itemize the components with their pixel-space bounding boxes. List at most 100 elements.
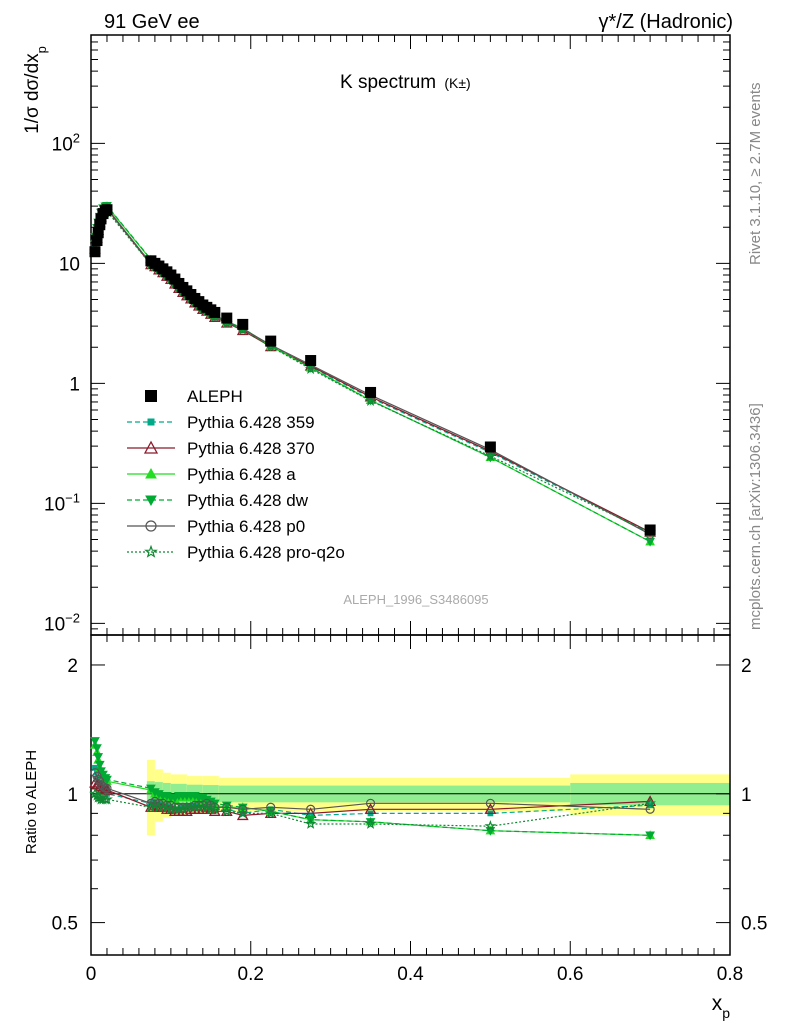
data-point: [304, 817, 317, 829]
ratio-axes: 0.5 0.5 1 1 2 2 0 0.2 0.4 0.6 0.8: [52, 635, 767, 985]
series-line: [94, 210, 651, 534]
spectrum-axes: 10−2 10−1 1 10 102: [44, 34, 731, 636]
rivet-version-label: Rivet 3.1.10, ≥ 2.7M events: [747, 83, 764, 266]
data-point: [144, 544, 158, 558]
data-point: [266, 802, 276, 812]
series-5: [89, 205, 657, 538]
ratio-y-tick-label: 0.5: [52, 914, 78, 935]
y-tick-label: 1: [69, 374, 80, 395]
x-tick-label: 0.4: [397, 964, 424, 985]
legend-label: Pythia 6.428 p0: [187, 517, 305, 536]
data-point: [147, 418, 155, 426]
legend-entry: ALEPH: [145, 387, 243, 406]
series-line: [94, 207, 651, 535]
data-point: [220, 805, 233, 817]
series-0: [92, 206, 654, 537]
legend-label: Pythia 6.428 a: [187, 465, 296, 484]
legend-entry: Pythia 6.428 370: [127, 439, 315, 458]
data-point: [101, 793, 113, 805]
y-tick-exponent: −1: [65, 490, 80, 505]
series-line: [94, 208, 651, 534]
legend-label: Pythia 6.428 pro-q2o: [187, 543, 345, 562]
data-point: [265, 335, 277, 347]
data-point: [484, 441, 496, 453]
analysis-watermark: ALEPH_1996_S3486095: [343, 592, 488, 607]
y-tick-label: 10−2: [44, 610, 80, 635]
data-point: [93, 753, 104, 762]
data-point: [92, 744, 102, 753]
data-point: [644, 797, 657, 809]
data-point: [644, 524, 656, 536]
data-point: [306, 804, 316, 814]
ratio-y-tick-label-right: 0.5: [741, 914, 767, 935]
ratio-y-tick-label-right: 1: [741, 785, 752, 806]
data-point: [264, 807, 277, 819]
data-point: [237, 318, 249, 330]
data-point: [364, 803, 377, 814]
data-point: [94, 760, 105, 770]
data-point: [145, 467, 157, 479]
data-point: [221, 312, 233, 324]
ratio-series-5: [89, 787, 657, 832]
header-energy-label: 91 GeV ee: [104, 11, 200, 33]
x-axis-label: xp: [712, 992, 731, 1021]
data-point: [484, 820, 497, 832]
legend-entry: Pythia 6.428 a: [127, 465, 296, 484]
ratio-panel: 0.5 0.5 1 1 2 2 0 0.2 0.4 0.6 0.8: [52, 634, 767, 985]
data-point: [236, 807, 249, 819]
data-point: [208, 803, 221, 815]
x-tick-label: 0.2: [238, 964, 264, 985]
data-point: [484, 449, 497, 462]
legend-label: ALEPH: [187, 387, 243, 406]
ratio-y-tick-label: 1: [67, 785, 78, 806]
data-point: [484, 803, 497, 814]
series-line: [94, 208, 651, 533]
data-point: [365, 798, 376, 808]
legend-entry: Pythia 6.428 359: [127, 413, 315, 432]
legend-entry: Pythia 6.428 pro-q2o: [127, 543, 345, 562]
data-point: [485, 798, 495, 808]
spectrum-series: [89, 201, 657, 547]
y-tick-exponent: 2: [73, 130, 80, 145]
legend-label: Pythia 6.428 359: [187, 413, 315, 432]
plot-title: K spectrum (K±): [340, 72, 471, 93]
data-point: [305, 355, 317, 367]
data-point: [93, 774, 103, 785]
legend-entry: Pythia 6.428 dw: [127, 491, 309, 510]
data-point: [145, 390, 157, 402]
x-tick-label: 0: [86, 964, 97, 985]
series-4: [90, 203, 655, 539]
y-tick-label: 10: [59, 254, 80, 275]
aleph-data: [89, 204, 656, 536]
data-point: [143, 440, 159, 454]
data-point: [102, 775, 112, 785]
series-2: [90, 201, 655, 546]
y-tick-exponent: −2: [65, 610, 80, 625]
data-point: [304, 362, 317, 375]
data-point: [89, 246, 101, 258]
spectrum-y-axis-label: 1/σ dσ/dxp: [22, 46, 49, 134]
ratio-y-tick-label: 2: [67, 656, 78, 677]
y-tick-label: 10−1: [44, 490, 80, 515]
ratio-series: [89, 737, 657, 841]
data-point: [209, 306, 221, 318]
data-point: [645, 831, 655, 841]
data-point: [102, 783, 112, 793]
data-point: [90, 737, 100, 746]
data-point: [365, 386, 377, 398]
legend: ALEPH Pythia 6.428 359 Pythia 6.428 370 Pyt…: [127, 387, 345, 562]
legend-entry: Pythia 6.428 p0: [127, 517, 305, 536]
data-point: [364, 817, 377, 829]
series-1: [89, 202, 657, 537]
legend-label: Pythia 6.428 dw: [187, 491, 309, 510]
data-point: [177, 803, 189, 815]
data-point: [101, 204, 113, 216]
data-point: [364, 394, 377, 406]
ratio-y-tick-label-right: 2: [741, 656, 752, 677]
header-process-label: γ*/Z (Hadronic): [599, 11, 733, 33]
legend-label: Pythia 6.428 370: [187, 439, 315, 458]
y-tick-label: 102: [52, 130, 80, 155]
x-tick-label: 0.8: [717, 964, 743, 985]
data-point: [145, 520, 157, 532]
